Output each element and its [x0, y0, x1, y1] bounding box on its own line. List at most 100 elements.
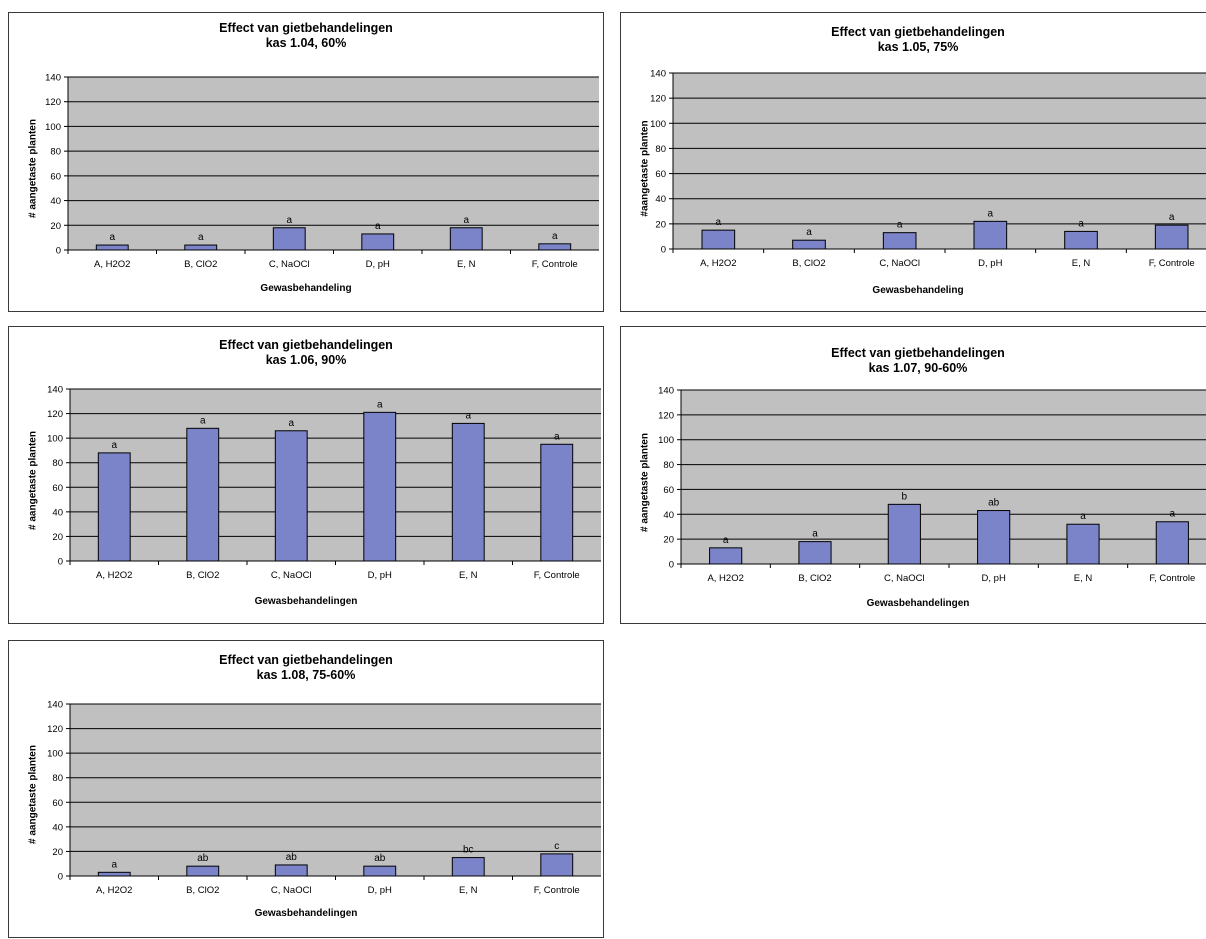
y-tick-label: 140: [47, 385, 63, 396]
y-tick-label: 120: [47, 409, 63, 420]
significance-label: a: [465, 410, 471, 421]
y-tick-label: 20: [52, 532, 63, 543]
y-tick-label: 60: [655, 169, 666, 180]
bar: [973, 220, 1008, 250]
bar: [887, 503, 921, 565]
y-tick-label: 120: [650, 94, 666, 105]
significance-label: ab: [374, 853, 386, 864]
significance-label: b: [902, 491, 908, 502]
x-tick-label: E, N: [457, 259, 476, 270]
bar: [449, 227, 483, 251]
bar: [97, 452, 131, 562]
bar: [701, 229, 736, 250]
bar-chart: 0 20 40 60 80 100 120 140 a A, H2O2 a B, ClO2 a C, Na…: [45, 73, 599, 270]
y-tick-label: 120: [45, 97, 61, 108]
y-tick-label: 40: [663, 510, 674, 521]
bar: [186, 427, 220, 562]
bar: [361, 233, 395, 251]
bar: [274, 864, 308, 877]
significance-label: a: [988, 208, 994, 219]
significance-label: a: [198, 232, 204, 243]
bar: [97, 871, 131, 877]
y-tick-label: 40: [52, 822, 63, 833]
plot-area: [70, 704, 601, 876]
bar: [95, 244, 129, 251]
chart-title: Effect van gietbehandelingen: [219, 21, 393, 35]
y-tick-label: 100: [47, 749, 63, 760]
significance-label: a: [1170, 509, 1176, 520]
plot-area: [70, 389, 601, 561]
chart-panel-2: Effect van gietbehandelingen kas 1.05, 7…: [620, 12, 1206, 312]
bar: [540, 853, 574, 877]
y-tick-label: 100: [658, 435, 674, 446]
x-tick-label: F, Controle: [1149, 573, 1195, 584]
y-tick-label: 60: [52, 798, 63, 809]
x-tick-label: D, pH: [368, 570, 392, 581]
y-tick-label: 80: [52, 773, 63, 784]
x-tick-label: C, NaOCl: [271, 570, 312, 581]
bar: [363, 411, 397, 562]
y-tick-label: 0: [669, 560, 674, 571]
x-tick-label: D, pH: [982, 573, 1006, 584]
bar: [272, 227, 306, 251]
chart-subtitle: kas 1.08, 75-60%: [256, 668, 356, 682]
bar-chart: 0 20 40 60 80 100 120 140 a A, H2O2 a B, ClO2 a C, Na…: [650, 69, 1206, 269]
x-tick-label: C, NaOCl: [879, 258, 920, 269]
bar: [274, 430, 308, 562]
bar: [363, 865, 397, 877]
significance-label: a: [716, 217, 722, 228]
bar: [540, 443, 574, 562]
bar: [538, 243, 572, 251]
chart-subtitle: kas 1.06, 90%: [265, 353, 347, 367]
bar: [1154, 224, 1189, 250]
chart-title: Effect van gietbehandelingen: [219, 338, 393, 352]
y-tick-label: 80: [52, 458, 63, 469]
x-tick-label: B, ClO2: [186, 570, 219, 581]
x-tick-label: A, H2O2: [707, 573, 743, 584]
x-tick-label: B, ClO2: [184, 259, 217, 270]
significance-label: a: [554, 431, 560, 442]
x-tick-label: E, N: [459, 885, 478, 896]
bar: [709, 547, 743, 565]
plot-area: [681, 390, 1206, 564]
y-tick-label: 0: [58, 872, 63, 883]
significance-label: a: [1169, 212, 1175, 223]
y-tick-label: 140: [658, 386, 674, 397]
y-tick-label: 0: [661, 245, 666, 256]
x-tick-label: B, ClO2: [186, 885, 219, 896]
x-tick-label: A, H2O2: [96, 885, 132, 896]
x-tick-label: F, Controle: [534, 570, 580, 581]
y-tick-label: 40: [50, 196, 61, 207]
x-tick-label: F, Controle: [532, 259, 578, 270]
significance-label: a: [463, 215, 469, 226]
x-axis-label: Gewasbehandelingen: [254, 908, 358, 919]
bar: [882, 232, 917, 250]
y-tick-label: 100: [650, 119, 666, 130]
significance-label: ab: [286, 852, 298, 863]
x-tick-label: A, H2O2: [96, 570, 132, 581]
bar: [1155, 521, 1189, 565]
significance-label: ab: [988, 498, 1000, 509]
x-tick-label: C, NaOCl: [884, 573, 925, 584]
x-tick-label: F, Controle: [1149, 258, 1195, 269]
y-tick-label: 120: [658, 410, 674, 421]
significance-label: a: [552, 231, 558, 242]
significance-label: c: [554, 841, 559, 852]
y-tick-label: 40: [52, 507, 63, 518]
chart-panel-3: Effect van gietbehandelingen kas 1.06, 9…: [8, 326, 604, 624]
bar-chart: 0 20 40 60 80 100 120 140 a A, H2O2 ab B, ClO2 ab C, …: [47, 700, 601, 896]
y-tick-label: 60: [663, 485, 674, 496]
significance-label: a: [286, 215, 292, 226]
y-tick-label: 80: [663, 460, 674, 471]
chart-subtitle: kas 1.04, 60%: [265, 36, 347, 50]
x-tick-label: A, H2O2: [700, 258, 736, 269]
x-tick-label: B, ClO2: [798, 573, 831, 584]
y-tick-label: 0: [58, 557, 63, 568]
y-tick-label: 60: [50, 171, 61, 182]
y-tick-label: 140: [650, 69, 666, 80]
x-tick-label: D, pH: [368, 885, 392, 896]
plot-area: [673, 73, 1206, 249]
y-tick-label: 100: [47, 434, 63, 445]
plot-area: [68, 77, 599, 250]
significance-label: a: [812, 529, 818, 540]
